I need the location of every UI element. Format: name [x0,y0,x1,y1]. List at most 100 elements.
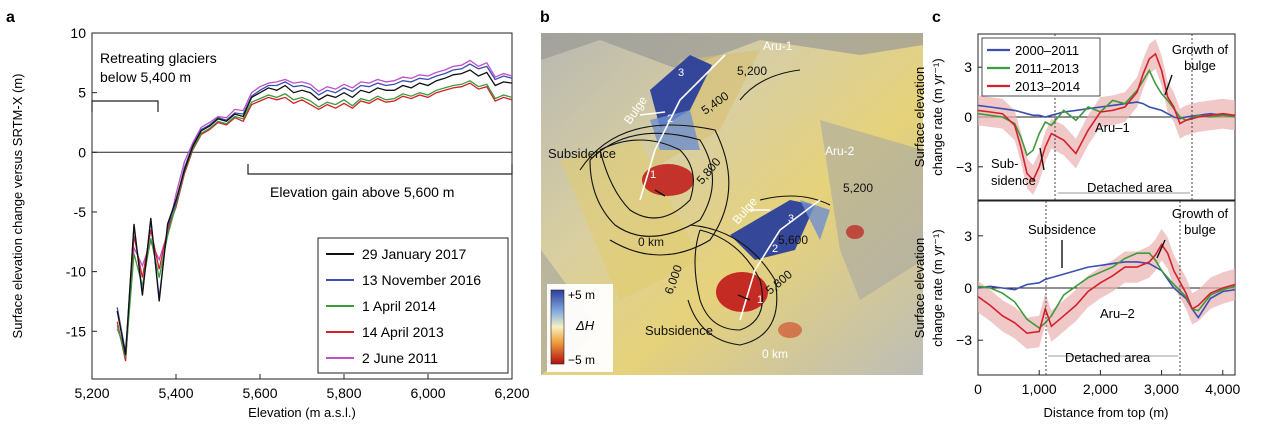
legend-label: 2011–2013 [1015,61,1079,76]
legend-label: 29 January 2017 [362,246,467,262]
panel-a-y-ticks: 10 5 0 -5 -10 -15 [66,25,97,339]
bulge-2-region [730,200,815,260]
bottom-detached-label: Detached area [1065,350,1151,365]
top-growth-line2: bulge [1184,58,1216,73]
y-tick-label: 5 [78,85,86,101]
legend-entries: 29 January 2017 13 November 2016 1 April 2… [326,246,481,366]
panel-a-xlabel: Elevation (m a.s.l.) [248,405,356,420]
label-subsidence-2: Subsidence [645,323,713,338]
x-tick-label: 5,600 [242,385,277,401]
dh-legend-max: +5 m [568,288,595,302]
legend-label: 1 April 2014 [362,298,436,314]
annotation-retreat-line1: Retreating glaciers [100,50,217,66]
terrain-yellow-2 [560,140,700,300]
top-sub-line1: Sub- [991,156,1018,171]
x-tick-label: 5,800 [326,385,361,401]
panel-c-legend-entries: 2000–2011 2011–2013 2013–2014 [987,43,1080,94]
panel-a: 10 5 0 -5 -10 -15 5,200 5,400 5,600 5,800 6,000 6,… [10,25,530,420]
c-bottom-ylabel-1: Surface elevation [912,238,927,338]
x-tick-label: 1,000 [1022,381,1057,397]
legend-label: 2013–2014 [1015,79,1080,94]
red-patch [846,225,864,239]
flowline-ticks [654,189,751,301]
y-tick-label: 0 [964,280,972,296]
panel-c-bottom-axes: 3 0 −3 0 1,000 2,000 3,000 4,000 [956,228,1240,397]
bottom-growth-arrow [1156,239,1166,259]
contour-label-5600: 5,600 [778,233,808,247]
top-detached-label: Detached area [1087,180,1173,195]
x-tick-label: 5,200 [74,385,109,401]
legend-label: 2 June 2011 [362,350,438,366]
section-1-a: 1 [650,169,656,181]
top-growth-line1: Growth of [1172,42,1229,57]
bottom-glacier-label: Aru–2 [1100,306,1135,321]
y-tick-label: 0 [964,109,972,125]
bottom-growth-line1: Growth of [1172,206,1229,221]
contour-lines [579,69,831,346]
bulge-1-light [650,110,700,150]
x-tick-label: 2,000 [1083,381,1118,397]
bottom-growth-line2: bulge [1184,222,1216,237]
bottom-sub-label: Subsidence [1028,222,1096,237]
y-tick-label: 3 [964,228,972,244]
c-top-ylabel-1: Surface elevation [912,67,927,167]
contour-label-5200-a: 5,200 [737,64,767,78]
annotation-gain: Elevation gain above 5,600 m [270,184,454,200]
label-subsidence-1: Subsidence [548,146,616,161]
subsidence-2-region [716,272,768,312]
x-tick-label: 6,200 [494,385,529,401]
section-2-b: 2 [772,243,778,255]
y-tick-label: 10 [70,25,86,41]
c-top-ylabel-2: change rate (m yr⁻¹) [930,58,945,175]
panel-a-legend: 29 January 2017 13 November 2016 1 April 2… [317,237,509,374]
label-zero-km-2: 0 km [762,347,788,361]
panel-c-bottom-series [978,228,1235,349]
series-line [116,69,512,356]
legend-label: 13 November 2016 [362,272,481,288]
panel-c-letter: c [932,9,941,26]
y-tick-label: −3 [956,159,972,175]
panel-a-ylabel: Surface elevation change versus SRTM-X (… [10,74,25,339]
flowlines [639,54,821,321]
panel-c-legend: 2000–2011 2011–2013 2013–2014 [981,37,1101,97]
bracket-gain [247,164,513,175]
label-aru1: Aru-1 [763,39,793,53]
label-zero-km-1: 0 km [638,235,664,249]
series-line [978,243,1235,335]
contour-label-5200-b: 5,200 [843,181,873,195]
panel-c: 3 0 −3 3 0 −3 0 1,000 2,000 3,000 4,000 2000–2011… [912,33,1240,420]
terrain-slope [820,120,923,300]
c-bottom-ylabel-2: change rate (m yr⁻¹) [930,229,945,346]
subsidence-1-region [642,164,694,196]
x-tick-label: 3,000 [1144,381,1179,397]
terrain-ridge [541,33,923,70]
top-growth-arrow [1164,74,1173,96]
y-tick-label: 0 [78,144,86,160]
y-tick-label: -15 [66,323,86,339]
series-line [978,68,1235,157]
c-xlabel: Distance from top (m) [1044,405,1169,420]
dh-colorbar [550,289,565,365]
legend-label: 2000–2011 [1015,43,1079,58]
series-line [116,59,512,350]
series-line [978,52,1235,182]
panel-b-map: Aru-1 Aru-2 Bulge Bulge Subsidence Subsi… [541,33,923,375]
section-3-a: 3 [678,67,684,79]
x-tick-label: 0 [974,381,982,397]
red-patch-2 [778,322,802,338]
dh-legend-symbol: ΔH [575,318,595,333]
panel-a-frame [91,32,513,380]
panel-b-letter: b [540,9,550,26]
bulge-1-region [650,55,712,128]
panel-a-letter: a [6,9,15,26]
arrow-bulge-1 [639,111,666,116]
section-3-b: 3 [788,213,794,225]
y-tick-label: 3 [964,59,972,75]
x-tick-label: 4,000 [1205,381,1240,397]
section-2-a: 2 [667,113,673,125]
bracket-retreat [91,100,159,112]
top-sub-line2: sidence [991,173,1036,188]
panel-c-top-series [978,39,1235,195]
y-tick-label: -5 [74,204,87,220]
